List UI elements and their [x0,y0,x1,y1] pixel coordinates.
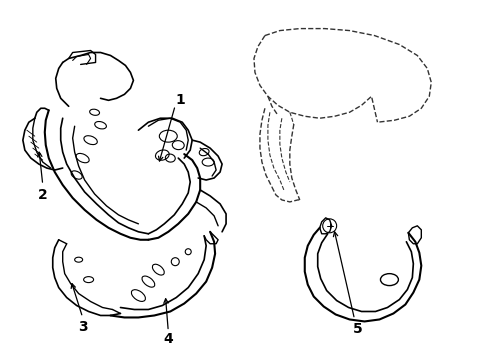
Text: 2: 2 [38,188,48,202]
Text: 4: 4 [164,332,173,346]
Text: 3: 3 [78,320,87,334]
Text: 5: 5 [353,323,363,337]
Text: 1: 1 [175,93,185,107]
